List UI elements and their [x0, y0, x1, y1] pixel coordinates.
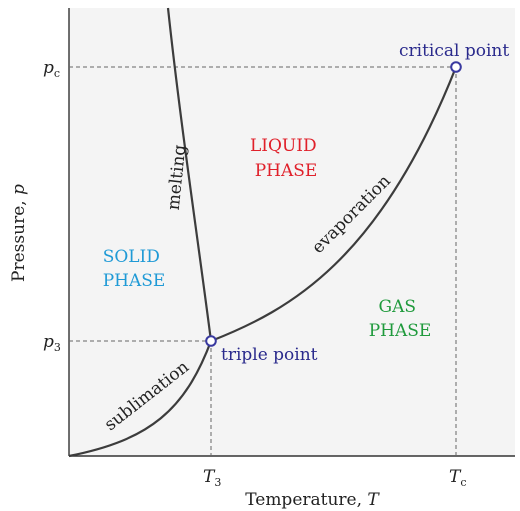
liquid-phase-label: LIQUID PHASE: [250, 136, 322, 181]
pc-tick-label: pc: [43, 58, 60, 80]
sublimation-curve: [68, 340, 213, 458]
evaporation-curve: [210, 66, 458, 343]
pc-sub: c: [54, 67, 60, 80]
t3-base: T: [203, 467, 216, 487]
gas-phase-line-2: PHASE: [369, 321, 432, 341]
y-axis-title-var: p: [9, 184, 29, 195]
x-axis-title: Temperature, T: [245, 490, 380, 510]
gas-phase-line-1: GAS: [379, 297, 417, 317]
melting-curve: [166, 7, 213, 342]
x-axis-title-text: Temperature,: [245, 490, 367, 510]
critical-point-marker: [450, 61, 462, 73]
solid-phase-line-1: SOLID: [103, 247, 160, 267]
y-axis-title: Pressure, p: [9, 184, 29, 282]
p3-base: p: [43, 332, 54, 352]
y-axis-title-text: Pressure,: [9, 195, 29, 282]
pc-base: p: [43, 58, 54, 78]
t3-tick-label: T3: [203, 467, 221, 489]
triple-point-label: triple point: [221, 345, 318, 365]
solid-phase-label: SOLID PHASE: [103, 247, 166, 291]
p3-sub: 3: [54, 341, 61, 354]
p3-tick-label: p3: [43, 332, 61, 354]
t3-sub: 3: [214, 476, 221, 489]
liquid-phase-line-1: LIQUID: [250, 136, 317, 156]
tc-sub: c: [460, 476, 466, 489]
critical-point-label: critical point: [399, 41, 509, 61]
triple-point-marker: [205, 335, 217, 347]
tc-base: T: [449, 467, 462, 487]
plot-area: [69, 8, 515, 456]
solid-phase-line-2: PHASE: [103, 271, 166, 291]
liquid-phase-line-2: PHASE: [255, 161, 318, 181]
tc-tick-label: Tc: [449, 467, 467, 489]
gas-phase-label: GAS PHASE: [369, 297, 432, 341]
x-axis-title-var: T: [367, 490, 380, 510]
